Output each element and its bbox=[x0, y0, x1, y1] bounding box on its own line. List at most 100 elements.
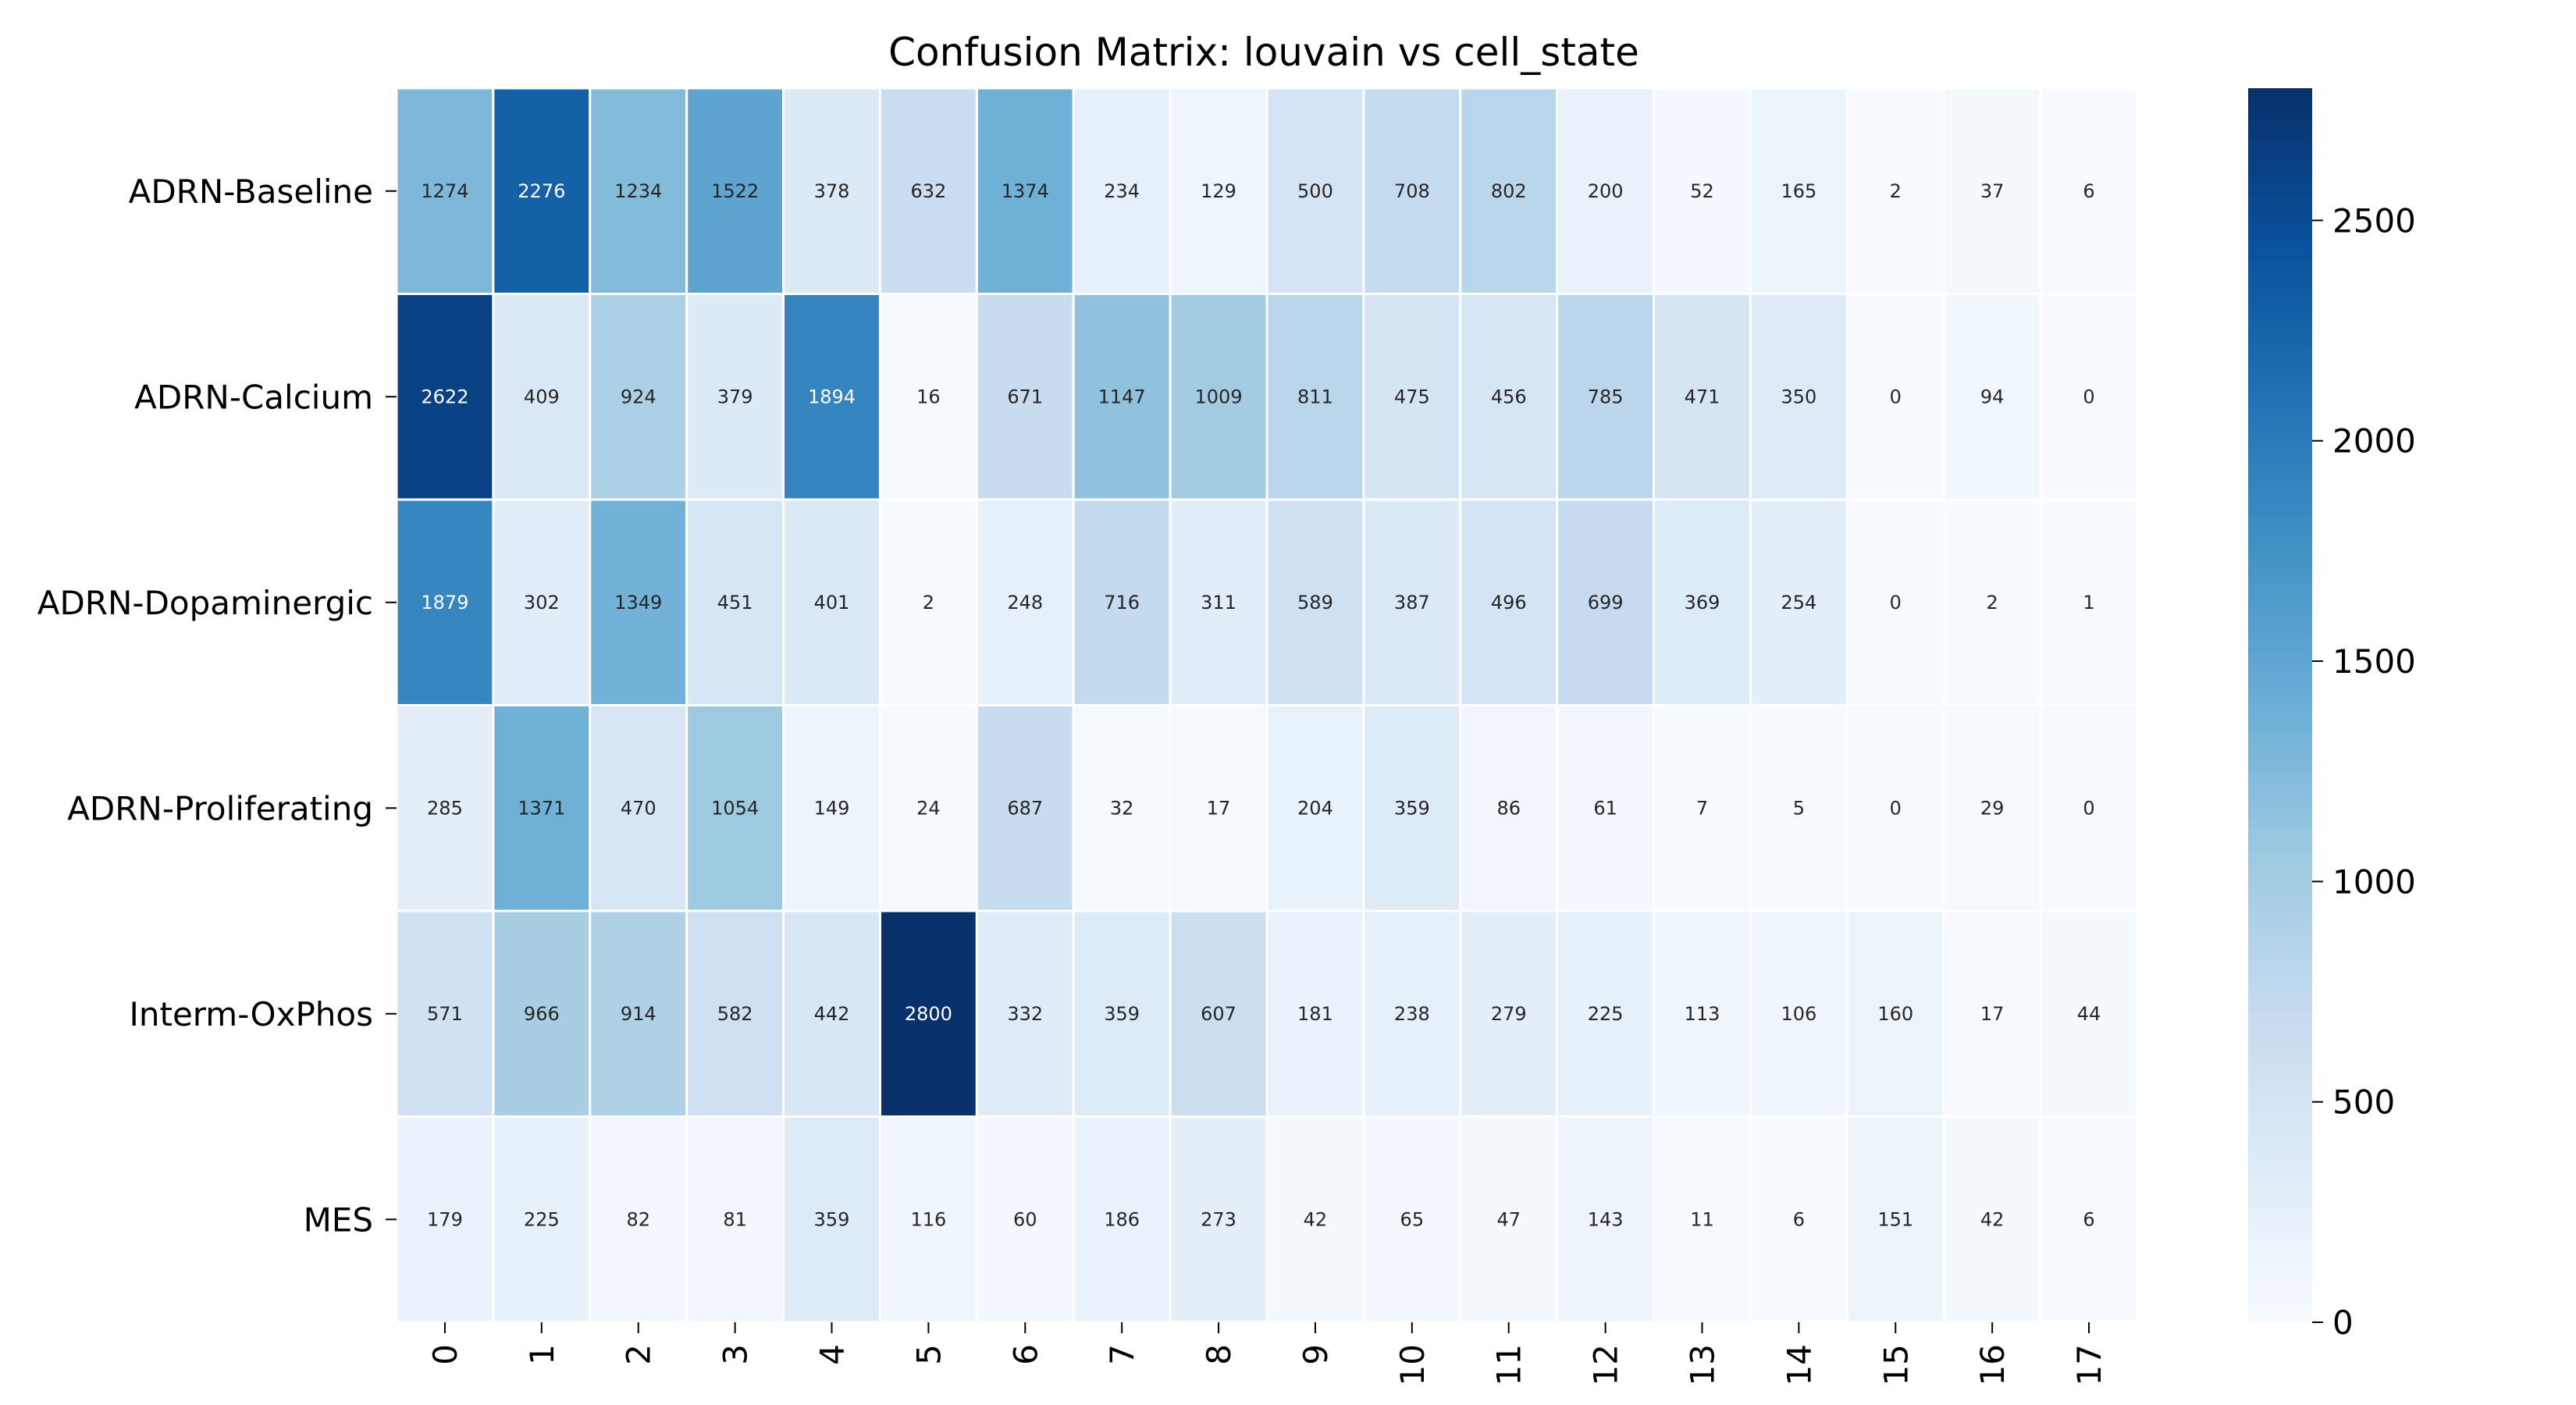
heatmap-cell bbox=[975, 1115, 1075, 1324]
column-label: 4 bbox=[813, 1344, 852, 1365]
heatmap-cell bbox=[1749, 1115, 1848, 1324]
heatmap-cell bbox=[1845, 909, 1945, 1118]
colorbar-tick-label: 1500 bbox=[2332, 642, 2416, 681]
heatmap-cell bbox=[685, 909, 785, 1118]
cell-value-label: 17 bbox=[1980, 1003, 2005, 1025]
cell-value-label: 234 bbox=[1104, 180, 1140, 202]
column-label: 11 bbox=[1490, 1344, 1528, 1385]
heatmap-cell bbox=[878, 87, 978, 295]
cell-value-label: 2 bbox=[923, 592, 934, 614]
cell-value-label: 179 bbox=[427, 1208, 463, 1230]
cell-value-label: 716 bbox=[1104, 592, 1140, 614]
cell-value-label: 1 bbox=[2083, 592, 2094, 614]
heatmap-cell bbox=[1459, 909, 1559, 1118]
cell-value-label: 302 bbox=[524, 592, 560, 614]
cell-value-label: 409 bbox=[524, 386, 560, 407]
cell-value-label: 113 bbox=[1685, 1003, 1720, 1025]
cell-value-label: 589 bbox=[1297, 592, 1333, 614]
heatmap-cell bbox=[2039, 498, 2139, 706]
cell-value-label: 914 bbox=[621, 1003, 656, 1025]
cell-value-label: 7 bbox=[1696, 797, 1708, 819]
cell-value-label: 279 bbox=[1491, 1003, 1527, 1025]
heatmap-cell bbox=[1169, 909, 1268, 1118]
cell-value-label: 37 bbox=[1980, 180, 2005, 202]
cell-value-label: 359 bbox=[814, 1208, 850, 1230]
cell-value-label: 369 bbox=[1685, 592, 1720, 614]
cell-value-label: 632 bbox=[910, 180, 946, 202]
heatmap-cell bbox=[975, 909, 1075, 1118]
cell-value-label: 2276 bbox=[518, 180, 565, 202]
cell-value-label: 17 bbox=[1207, 797, 1231, 819]
heatmap-cell bbox=[975, 498, 1075, 706]
cell-value-label: 129 bbox=[1201, 180, 1236, 202]
heatmap-cell bbox=[1942, 1115, 2042, 1324]
heatmap-cell bbox=[1362, 498, 1462, 706]
cell-value-label: 285 bbox=[427, 797, 463, 819]
cell-value-label: 607 bbox=[1201, 1003, 1236, 1025]
chart-title: Confusion Matrix: louvain vs cell_state bbox=[888, 30, 1639, 75]
cell-value-label: 378 bbox=[814, 180, 850, 202]
cell-value-label: 106 bbox=[1781, 1003, 1816, 1025]
row-label: Interm-OxPhos bbox=[129, 995, 373, 1033]
cell-value-label: 24 bbox=[916, 797, 941, 819]
heatmap-cell bbox=[589, 909, 688, 1118]
column-label: 3 bbox=[717, 1344, 755, 1365]
cell-value-label: 2800 bbox=[905, 1003, 952, 1025]
cell-value-label: 6 bbox=[2083, 1208, 2094, 1230]
cell-value-label: 350 bbox=[1781, 386, 1816, 407]
heatmap-cell bbox=[975, 293, 1075, 501]
cell-value-label: 86 bbox=[1496, 797, 1521, 819]
cell-value-label: 181 bbox=[1297, 1003, 1333, 1025]
cell-value-label: 0 bbox=[1890, 592, 1902, 614]
heatmap-cell bbox=[1653, 87, 1752, 295]
cell-value-label: 1879 bbox=[421, 592, 468, 614]
heatmap-cell bbox=[1749, 704, 1848, 912]
heatmap-cell bbox=[395, 704, 495, 912]
heatmap-cell bbox=[1556, 704, 1656, 912]
cell-value-label: 61 bbox=[1593, 797, 1617, 819]
colorbar-tick-label: 500 bbox=[2332, 1083, 2395, 1122]
row-label: MES bbox=[304, 1200, 373, 1239]
row-labels: ADRN-Baseline ADRN-Calcium ADRN-Dopaminerg… bbox=[37, 173, 397, 1239]
column-label: 8 bbox=[1200, 1344, 1238, 1365]
cell-value-label: 225 bbox=[1588, 1003, 1624, 1025]
cell-value-label: 94 bbox=[1980, 386, 2005, 407]
colorbar-tick-label: 1000 bbox=[2332, 863, 2416, 901]
column-label: 5 bbox=[909, 1344, 948, 1365]
cell-value-label: 82 bbox=[626, 1208, 650, 1230]
cell-value-label: 442 bbox=[814, 1003, 850, 1025]
heatmap-cell bbox=[1265, 87, 1365, 295]
heatmap-cell bbox=[685, 293, 785, 501]
cell-value-label: 225 bbox=[524, 1208, 560, 1230]
colorbar-gradient bbox=[2248, 88, 2312, 1322]
column-label: 2 bbox=[620, 1344, 658, 1365]
column-label: 17 bbox=[2070, 1344, 2108, 1385]
heatmap-cell bbox=[2039, 293, 2139, 501]
colorbar-tick-label: 0 bbox=[2332, 1304, 2354, 1342]
cell-value-label: 1522 bbox=[711, 180, 759, 202]
heatmap-cell bbox=[395, 293, 495, 501]
column-label: 9 bbox=[1297, 1344, 1335, 1365]
cell-value-label: 0 bbox=[1890, 797, 1902, 819]
heatmap-cell bbox=[1845, 704, 1945, 912]
cell-value-label: 1374 bbox=[1002, 180, 1049, 202]
column-labels: 0 1 2 3 4 5 6 7 8 9 10 11 12 13 14 15 16 17 bbox=[426, 1322, 2108, 1385]
column-label: 7 bbox=[1103, 1344, 1141, 1365]
cell-value-label: 32 bbox=[1110, 797, 1134, 819]
cell-value-label: 451 bbox=[717, 592, 753, 614]
cell-value-label: 1147 bbox=[1098, 386, 1146, 407]
column-label: 6 bbox=[1006, 1344, 1044, 1365]
cell-value-label: 160 bbox=[1877, 1003, 1913, 1025]
heatmap-cell bbox=[1265, 1115, 1365, 1324]
heatmap-cells: 1274 2276 1234 1522 378 632 1374 234 129 500 708 80… bbox=[395, 87, 2139, 1324]
heatmap-cell bbox=[1362, 909, 1462, 1118]
cell-value-label: 42 bbox=[1980, 1208, 2005, 1230]
heatmap-cell bbox=[492, 293, 592, 501]
heatmap-cell bbox=[1459, 704, 1559, 912]
heatmap-cell bbox=[589, 87, 688, 295]
colorbar-tick-label: 2000 bbox=[2332, 422, 2416, 461]
cell-value-label: 671 bbox=[1007, 386, 1043, 407]
cell-value-label: 1009 bbox=[1195, 386, 1243, 407]
